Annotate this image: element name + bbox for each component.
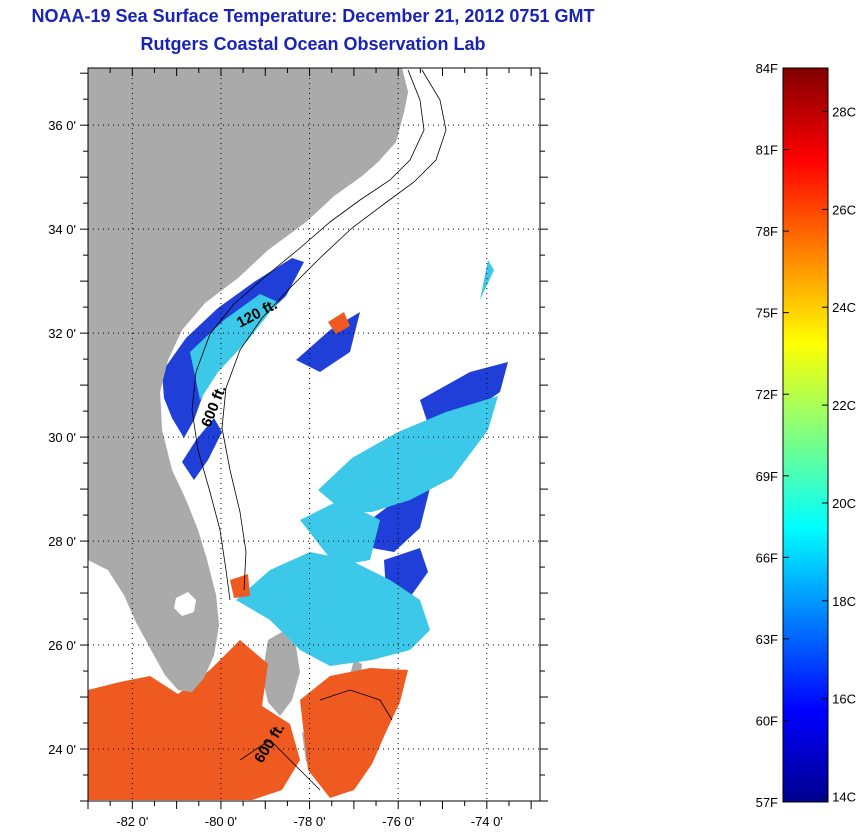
x-tick-label: -76 0' <box>382 814 414 829</box>
land-us-southeast-overlay <box>88 68 408 692</box>
colorbar-celsius-label: 24C <box>832 300 856 315</box>
map-frame <box>87 67 541 802</box>
map-title: NOAA-19 Sea Surface Temperature: Decembe… <box>31 6 595 26</box>
colorbar-celsius-label: 20C <box>832 496 856 511</box>
y-tick-label: 32 0' <box>48 326 76 341</box>
sst-patches-warm <box>88 312 408 800</box>
colorbar-fahrenheit-label: 84F <box>756 61 778 76</box>
colorbar-gradient <box>782 67 829 803</box>
bahamas-andros-island <box>262 632 300 716</box>
colorbar-celsius-label: 14C <box>832 790 856 805</box>
colorbar-fahrenheit-label: 81F <box>756 143 778 158</box>
colorbar-fahrenheit-label: 75F <box>756 306 778 321</box>
colorbar-celsius-label: 28C <box>832 104 856 119</box>
sst-map: 120 ft. 600 ft. 600 ft. -82 0' -80 0' -78 … <box>48 67 548 829</box>
axis-ticks <box>80 68 548 809</box>
colorbar-celsius-label: 22C <box>832 398 856 413</box>
graticule <box>88 68 540 801</box>
colorbar-fahrenheit-label: 78F <box>756 224 778 239</box>
colorbar-fahrenheit-label: 72F <box>756 387 778 402</box>
isobath-contours <box>191 69 447 791</box>
colorbar-fahrenheit-label: 63F <box>756 632 778 647</box>
temperature-colorbar: 84F 81F 78F 75F 72F 69F 66F 63F 60F 57F 28C 26C 24C 2… <box>756 61 856 810</box>
y-tick-label: 30 0' <box>48 430 76 445</box>
x-tick-label: -80 0' <box>205 814 237 829</box>
x-tick-label: -74 0' <box>471 814 503 829</box>
colorbar-fahrenheit-label: 57F <box>756 795 778 810</box>
colorbar-fahrenheit-label: 69F <box>756 469 778 484</box>
colorbar-celsius-label: 26C <box>832 202 856 217</box>
sst-patches-mid <box>88 260 498 666</box>
y-tick-label: 24 0' <box>48 742 76 757</box>
x-tick-label: -82 0' <box>116 814 148 829</box>
lake-okeechobee-overlay <box>174 592 196 616</box>
colorbar-celsius-label: 18C <box>832 594 856 609</box>
map-subtitle: Rutgers Coastal Ocean Observation Lab <box>140 34 486 54</box>
colorbar-fahrenheit-label: 66F <box>756 550 778 565</box>
y-tick-label: 36 0' <box>48 118 76 133</box>
y-tick-label: 26 0' <box>48 638 76 653</box>
colorbar-fahrenheit-label: 60F <box>756 713 778 728</box>
colorbar-labels: 84F 81F 78F 75F 72F 69F 66F 63F 60F 57F 28C 26C 24C 2… <box>756 61 856 810</box>
colorbar-celsius-label: 16C <box>832 692 856 707</box>
x-tick-label: -78 0' <box>294 814 326 829</box>
y-tick-label: 28 0' <box>48 534 76 549</box>
axis-tick-labels: -82 0' -80 0' -78 0' -76 0' -74 0' 36 0' 34 0'… <box>48 118 503 829</box>
y-tick-label: 34 0' <box>48 222 76 237</box>
swath-edge-mask <box>372 68 540 801</box>
